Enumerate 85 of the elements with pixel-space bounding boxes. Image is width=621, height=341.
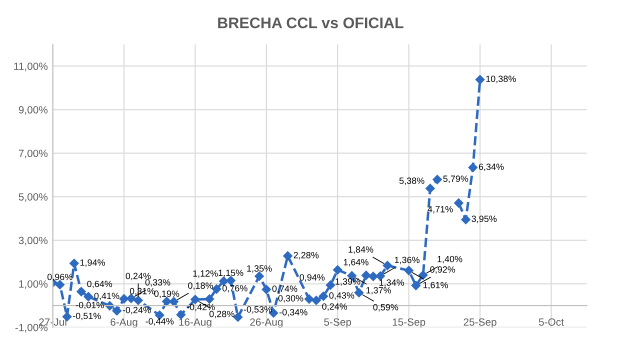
x-tick-label: 5-Oct [538, 318, 564, 326]
point [233, 312, 243, 322]
data-label: 1,40% [438, 256, 462, 264]
data-label: 1,35% [247, 265, 272, 273]
point [361, 270, 371, 280]
data-label: 0,24% [322, 303, 348, 311]
data-label: 10,38% [486, 76, 516, 84]
y-tick-label: 3,00% [18, 236, 48, 246]
point [354, 288, 364, 298]
data-label: -0,42% [186, 304, 215, 312]
data-label: 0,33% [145, 279, 170, 287]
x-tick-label: 26-Aug [250, 318, 283, 328]
point [461, 214, 470, 224]
x-tick-label: 15-Sep [392, 318, 426, 328]
x-tick-label: 16-Aug [179, 318, 212, 328]
data-label: 1,94% [80, 259, 105, 267]
point [84, 292, 94, 302]
data-label: 0,24% [126, 272, 151, 280]
data-label: 0,43% [329, 292, 354, 300]
point [262, 284, 272, 294]
data-label: 0,28% [209, 310, 234, 318]
point [204, 294, 214, 304]
data-label: 0,76% [222, 285, 248, 293]
data-label: 0,19% [154, 290, 180, 298]
x-tick-label: 6-Aug [110, 318, 138, 328]
chart-title: BRECHA CCL vs OFICIAL [218, 17, 404, 28]
point [283, 251, 292, 261]
data-label: 1,61% [423, 282, 448, 290]
point [382, 260, 392, 270]
data-label: -0,01% [76, 302, 104, 310]
point [112, 306, 122, 316]
point [454, 198, 464, 208]
point [418, 270, 428, 280]
data-label: 4,71% [428, 206, 453, 214]
data-label: 6,34% [478, 164, 504, 172]
data-label: 1,84% [348, 246, 374, 254]
data-label: -0,51% [72, 312, 101, 320]
x-tick-label: 25-Sep [464, 318, 496, 328]
data-label: -0,34% [279, 309, 308, 316]
point [332, 265, 342, 275]
data-label: 3,95% [472, 216, 497, 224]
data-label: 0,92% [430, 266, 456, 274]
point [475, 74, 485, 84]
point [76, 287, 86, 296]
data-label: 0,59% [373, 304, 398, 312]
data-label: 0,18% [188, 282, 214, 290]
point [318, 292, 328, 301]
point [312, 296, 321, 305]
point [134, 296, 143, 305]
data-label: 5,79% [443, 176, 468, 184]
data-label: 0,96% [47, 274, 72, 282]
data-label: -0,24% [122, 306, 151, 314]
point [432, 174, 442, 184]
data-label: 1,15% [218, 270, 244, 278]
y-tick-label: 5,00% [18, 193, 48, 202]
point [426, 184, 435, 194]
point [70, 258, 79, 268]
data-label: 0,94% [300, 274, 325, 282]
data-label: 2,28% [294, 252, 319, 260]
y-tick-label: 9,00% [18, 106, 48, 115]
point [119, 294, 129, 304]
data-label: 5,38% [399, 178, 424, 186]
data-label: 1,64% [344, 258, 368, 266]
point [404, 266, 414, 276]
data-label: 1,34% [379, 279, 404, 287]
y-tick-label: 1,00% [19, 280, 48, 289]
data-label: 1,12% [193, 270, 218, 278]
point [368, 272, 378, 282]
data-label: 1,37% [366, 287, 392, 295]
y-tick-label: 11,00% [14, 62, 48, 72]
data-label: 0,30% [278, 295, 304, 303]
point [411, 280, 421, 290]
point [326, 280, 336, 290]
point [190, 294, 200, 304]
data-label: 0,64% [87, 280, 112, 288]
data-label: 0,41% [94, 292, 120, 300]
y-tick-label: 7,00% [18, 150, 48, 158]
point [212, 284, 222, 294]
data-label: 1,39% [336, 278, 360, 286]
y-tick-label: -1,00% [15, 324, 48, 332]
data-label: 1,36% [394, 256, 420, 264]
point [304, 294, 314, 304]
x-tick-label: 5-Sep [324, 318, 352, 328]
data-label: -0,44% [146, 318, 174, 326]
point [468, 162, 478, 172]
